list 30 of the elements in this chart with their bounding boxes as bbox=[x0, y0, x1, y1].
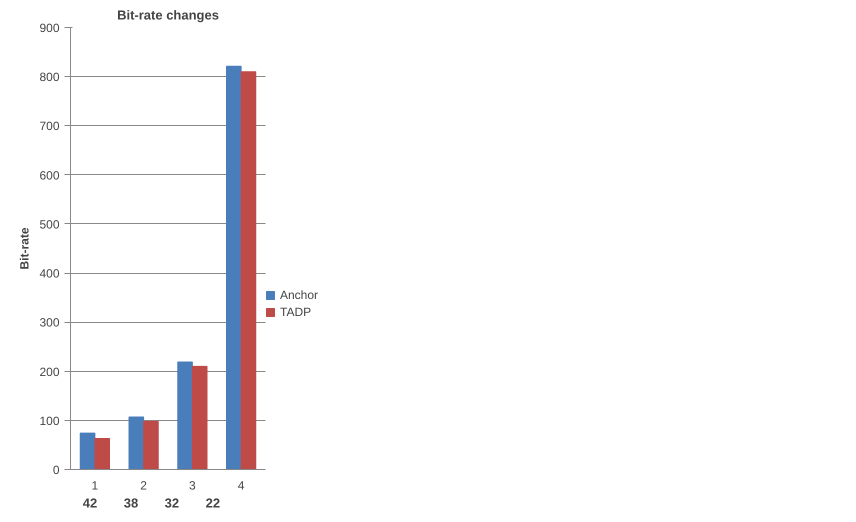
y-tick-label: 600 bbox=[39, 168, 60, 182]
y-tick-label: 700 bbox=[39, 119, 60, 134]
x-tick-label: 2 bbox=[140, 478, 148, 492]
y-tick-label: 400 bbox=[39, 266, 60, 281]
y-tick-label: 100 bbox=[39, 414, 60, 428]
bar bbox=[143, 420, 159, 470]
legend-label: Anchor bbox=[280, 288, 320, 302]
text: 38 bbox=[124, 496, 138, 510]
y-axis-title: Bit-rate bbox=[17, 227, 32, 270]
text: 32 bbox=[164, 496, 180, 510]
text: 42 bbox=[82, 496, 98, 510]
bar bbox=[128, 416, 144, 470]
bar bbox=[226, 66, 242, 470]
y-tick-label: 500 bbox=[39, 217, 60, 232]
bar bbox=[192, 366, 208, 470]
text: 22 bbox=[206, 496, 220, 510]
bar bbox=[177, 361, 193, 470]
legend-label: TADP bbox=[280, 305, 312, 319]
x-tick-label: 1 bbox=[92, 478, 99, 492]
y-tick-label: 200 bbox=[39, 364, 60, 379]
bar bbox=[80, 432, 96, 470]
y-tick-label: 300 bbox=[39, 316, 60, 330]
chart-title: Bit-rate changes bbox=[117, 8, 219, 22]
y-tick-label: 900 bbox=[39, 21, 60, 35]
bar bbox=[240, 71, 256, 470]
y-tick-label: 800 bbox=[39, 70, 60, 84]
x-tick-label: 4 bbox=[238, 478, 245, 492]
x-tick-label: 3 bbox=[189, 478, 196, 492]
bar bbox=[94, 438, 110, 470]
y-tick-label: 0 bbox=[52, 463, 60, 477]
